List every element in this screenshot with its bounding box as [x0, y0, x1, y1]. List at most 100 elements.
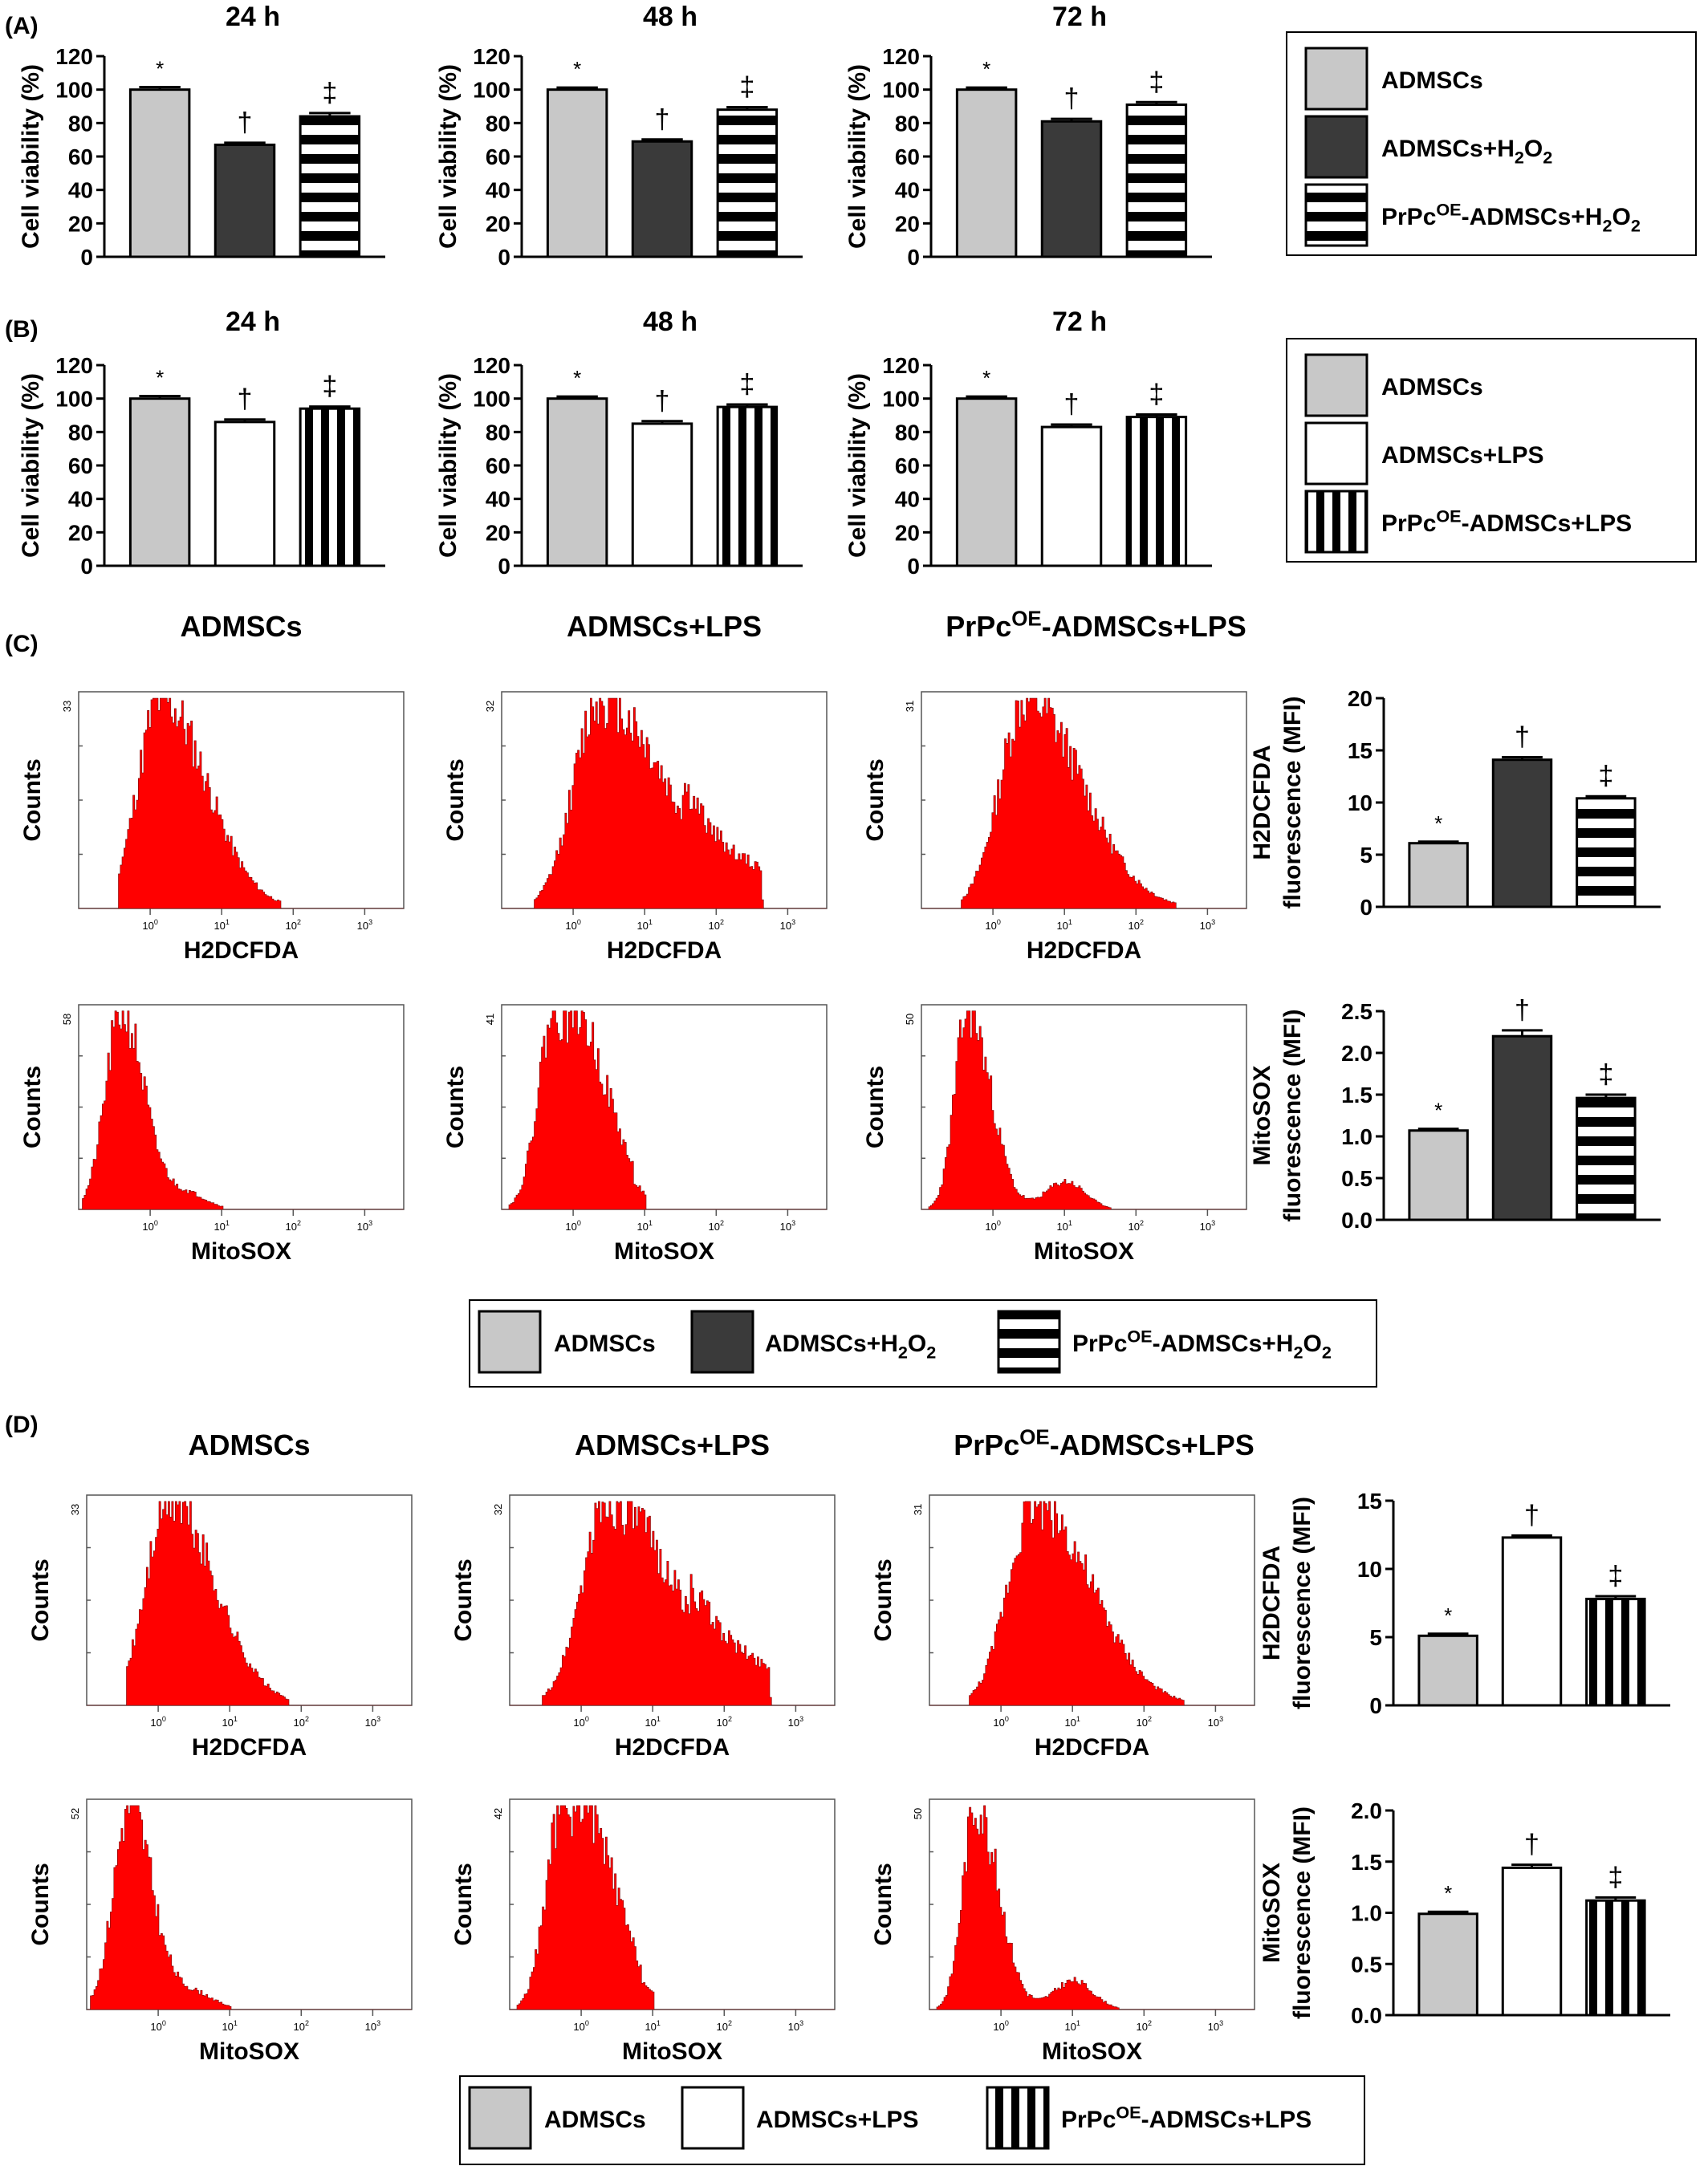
panel-label-b: (B) [5, 316, 39, 343]
y-tick-label: 0 [80, 245, 93, 270]
legend-label: PrPcOE-ADMSCs+H2O2 [1072, 1327, 1332, 1363]
y-tick-label: 5 [1369, 1625, 1382, 1650]
x-tick-label: 100 [993, 2019, 1008, 2033]
legend-swatch [1304, 421, 1368, 486]
histogram-area [921, 697, 1246, 909]
x-tick-label: 100 [573, 2019, 588, 2033]
y-max-label: 33 [61, 701, 73, 712]
bar [1576, 797, 1637, 908]
y-axis-label: Counts [19, 1066, 46, 1148]
y-tick-label: 60 [68, 453, 93, 478]
y-axis-label: Counts [450, 1863, 477, 1945]
bar [214, 421, 276, 567]
y-tick-label: 15 [1348, 738, 1372, 763]
chart-title: 48 h [643, 307, 697, 337]
y-axis-label: Counts [870, 1558, 897, 1641]
significance-mark: * [1444, 1881, 1452, 1905]
y-axis-label: MitoSOX [1249, 1066, 1275, 1166]
y-max-label: 32 [484, 701, 496, 712]
histogram-column-title: PrPcOE-ADMSCs+LPS [946, 608, 1246, 643]
x-tick-label: 102 [709, 918, 724, 932]
y-tick-label: 15 [1357, 1489, 1382, 1514]
significance-mark: ‡ [322, 78, 337, 108]
y-axis-label: fluorescence (MFI) [1279, 696, 1306, 908]
legend-label: ADMSCs+LPS [756, 2107, 919, 2133]
significance-mark: † [238, 384, 253, 415]
significance-mark: * [573, 57, 581, 81]
chart-title: 72 h [1052, 2, 1107, 32]
significance-mark: * [982, 366, 990, 390]
bar-chart-d1: 0 5 10 15 H2DCFDA fluorescence (MFI) * † ‡ [1259, 1489, 1670, 1718]
x-tick-label: 101 [1056, 918, 1072, 932]
y-axis-label: Cell viability (%) [844, 64, 871, 249]
significance-mark: ‡ [1608, 1862, 1623, 1892]
significance-mark: ‡ [322, 372, 337, 402]
histogram-column-title: ADMSCs+LPS [567, 610, 762, 643]
y-max-label: 58 [61, 1014, 73, 1025]
bar [546, 397, 608, 567]
significance-mark: † [655, 386, 670, 417]
bar [299, 407, 361, 567]
y-tick-label: 0 [498, 554, 510, 579]
y-tick-label: 80 [895, 420, 920, 445]
significance-mark: ‡ [739, 369, 754, 400]
significance-mark: † [1064, 83, 1080, 114]
y-tick-label: 100 [882, 387, 920, 412]
legend-swatch [681, 2086, 745, 2150]
y-tick-label: 80 [486, 111, 510, 136]
flow-histogram: 32 100 101 102 103 H2DCFDA Counts [450, 1494, 836, 1761]
histogram-area [87, 1805, 412, 2010]
y-tick-label: 2.5 [1341, 999, 1372, 1024]
histogram-area [510, 1501, 835, 1706]
legend-label: ADMSCs [1381, 374, 1483, 400]
y-tick-label: 40 [486, 487, 510, 512]
y-tick-label: 2.0 [1341, 1041, 1372, 1066]
y-tick-label: 40 [486, 178, 510, 203]
significance-mark: † [238, 108, 253, 138]
legend-label: PrPcOE-ADMSCs+LPS [1381, 506, 1632, 537]
significance-mark: * [1434, 811, 1442, 835]
x-axis-label: H2DCFDA [615, 1734, 730, 1761]
legend-frame [459, 2075, 1365, 2165]
x-tick-label: 100 [150, 1715, 165, 1729]
y-tick-label: 0 [907, 554, 920, 579]
y-tick-label: 1.5 [1341, 1083, 1372, 1107]
y-tick-label: 80 [486, 420, 510, 445]
significance-mark: * [573, 366, 581, 390]
legend-swatch [478, 1310, 542, 1374]
bar-chart-b3: 72 h 0 20 40 60 80 100 120 Cell viability (%) * † ‡ [844, 307, 1212, 579]
x-axis-label: MitoSOX [622, 2038, 722, 2065]
x-tick-label: 101 [214, 1219, 229, 1233]
bar [546, 88, 608, 258]
histogram-column-title: ADMSCs+LPS [575, 1428, 770, 1461]
x-tick-label: 101 [222, 1715, 237, 1729]
flow-histogram: 58 100 101 102 103 MitoSOX Counts [19, 1004, 405, 1265]
x-axis-label: MitoSOX [614, 1238, 714, 1265]
flow-histogram: 42 100 101 102 103 MitoSOX Counts [450, 1798, 836, 2065]
legend-label: ADMSCs [554, 1331, 656, 1357]
bar [716, 108, 779, 258]
x-tick-label: 101 [645, 2019, 660, 2033]
significance-mark: ‡ [1598, 761, 1613, 791]
bar [716, 405, 779, 567]
bar [1040, 425, 1103, 567]
legend-label: PrPcOE-ADMSCs+LPS [1061, 2103, 1312, 2133]
y-axis-label: fluorescence (MFI) [1289, 1497, 1316, 1709]
y-max-label: 33 [69, 1504, 81, 1515]
histogram-area [502, 1010, 827, 1210]
y-tick-label: 1.5 [1351, 1850, 1382, 1875]
chart-title: 24 h [226, 2, 280, 32]
bar-chart-a3: 72 h 0 20 40 60 80 100 120 Cell viability (%) * † ‡ [844, 2, 1212, 270]
histogram-area [79, 1010, 404, 1210]
y-tick-label: 20 [895, 520, 920, 545]
significance-mark: * [156, 366, 164, 390]
y-axis-label: Cell viability (%) [435, 373, 462, 558]
legend-swatch [986, 2086, 1050, 2150]
x-tick-label: 102 [286, 918, 301, 932]
y-tick-label: 10 [1348, 790, 1372, 815]
significance-mark: † [1524, 1830, 1539, 1860]
y-axis-label: Counts [27, 1863, 54, 1945]
x-tick-label: 101 [222, 2019, 237, 2033]
legend-swatch [997, 1310, 1061, 1374]
significance-mark: ‡ [1608, 1561, 1623, 1591]
